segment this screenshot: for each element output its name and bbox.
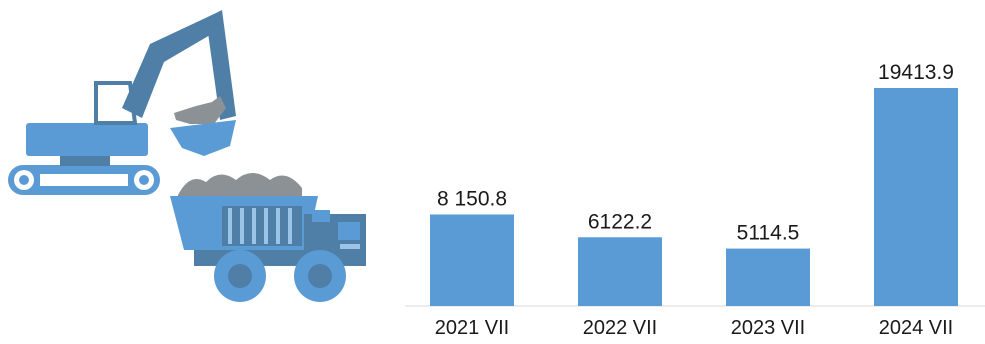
category-labels-group: 2021 VII 2022 VII 2023 VII 2024 VII — [435, 317, 954, 339]
value-label: 5114.5 — [737, 222, 800, 245]
value-label: 19413.9 — [878, 61, 954, 84]
bar-2021-vii — [430, 214, 514, 306]
category-label: 2022 VII — [583, 317, 658, 339]
mining-illustration — [8, 10, 366, 302]
excavator-icon — [8, 10, 236, 195]
dump-truck-icon — [170, 173, 366, 302]
bar-2023-vii — [726, 248, 810, 306]
category-label: 2023 VII — [731, 317, 806, 339]
bar-2024-vii — [874, 88, 958, 306]
value-label: 6122.2 — [588, 210, 652, 233]
value-labels-group: 8 150.8 6122.2 5114.5 19413.9 — [437, 61, 954, 245]
bar-2022-vii — [578, 237, 662, 306]
bars-group — [430, 88, 958, 306]
value-label: 8 150.8 — [437, 187, 507, 210]
category-label: 2021 VII — [435, 317, 510, 339]
category-label: 2024 VII — [879, 317, 954, 339]
